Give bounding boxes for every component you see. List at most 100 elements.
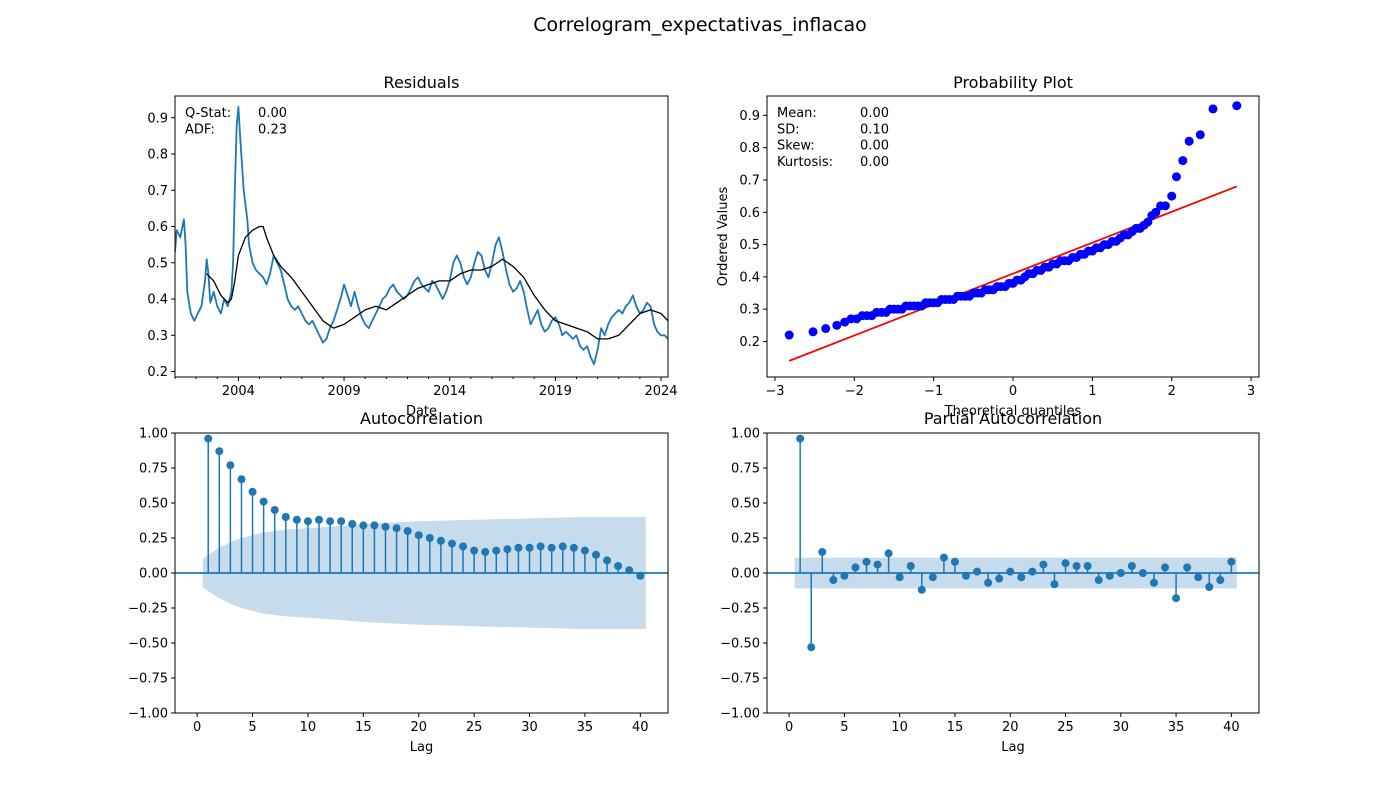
pacf-marker <box>995 574 1004 583</box>
acf-marker <box>492 546 501 555</box>
pacf-marker <box>1061 559 1070 568</box>
acf-marker <box>525 543 534 552</box>
pacf-marker <box>829 576 838 584</box>
residuals-stat-label: ADF: <box>185 122 215 137</box>
pacf-ytick-label: 0.75 <box>731 462 760 477</box>
probability_plot-xtick-label: 3 <box>1247 384 1255 399</box>
acf-marker <box>591 550 600 559</box>
residuals-series-line <box>175 106 668 366</box>
pacf-title: Partial Autocorrelation <box>924 409 1102 428</box>
acf-marker <box>536 542 545 551</box>
probability_plot-stat-label: SD: <box>777 122 800 137</box>
pacf-xtick-label: 25 <box>1057 720 1074 735</box>
pacf-marker <box>1105 571 1114 580</box>
acf-ytick-label: −0.75 <box>128 672 168 687</box>
acf-marker <box>359 521 368 530</box>
pacf-marker <box>950 557 959 566</box>
figure-title: Correlogram_expectativas_inflacao <box>533 14 866 36</box>
probability_plot-xtick-label: 1 <box>1088 384 1096 399</box>
pacf-ytick-label: 0.00 <box>731 567 760 582</box>
probability_plot-xtick-label: −3 <box>765 384 784 399</box>
pacf-marker <box>895 573 904 582</box>
pacf-ytick-label: −0.25 <box>720 602 760 617</box>
probability_plot-ytick-label: 0.6 <box>739 206 760 221</box>
pacf-xtick-label: 5 <box>840 720 848 735</box>
acf-xtick-label: 35 <box>577 720 594 735</box>
probability_plot-xtick-label: 2 <box>1168 384 1176 399</box>
pacf-marker <box>851 563 860 572</box>
acf-marker <box>447 539 456 548</box>
residuals-stat-label: Q-Stat: <box>185 106 231 121</box>
pacf-marker <box>1183 563 1192 572</box>
residuals-ytick-label: 0.8 <box>147 148 168 163</box>
acf-marker <box>259 497 268 506</box>
pacf-panel: 0 5 10 15 20 25 30 35 40 −1.00 −0.75 −0.50 −0.25 0.00… <box>720 409 1260 755</box>
acf-marker <box>270 506 279 514</box>
pacf-marker <box>984 578 993 587</box>
residuals-xtick-label: 2019 <box>539 384 572 399</box>
pacf-marker <box>840 571 849 580</box>
pacf-xtick-label: 20 <box>1002 720 1019 735</box>
pacf-marker <box>818 548 827 556</box>
residuals-ytick-label: 0.7 <box>147 184 168 199</box>
acf-marker <box>625 566 634 575</box>
residuals-xlabel: Date <box>406 404 437 419</box>
qq-point <box>1151 207 1161 217</box>
acf-marker <box>514 543 523 552</box>
probability_plot-ytick-label: 0.5 <box>739 238 760 253</box>
acf-marker <box>292 515 301 524</box>
acf-marker <box>303 517 312 526</box>
acf-marker <box>381 522 390 531</box>
acf-marker <box>503 545 512 554</box>
pacf-marker <box>1161 563 1170 572</box>
acf-marker <box>436 536 445 545</box>
acf-marker <box>580 546 589 555</box>
pacf-marker <box>807 643 816 652</box>
residuals-ytick-label: 0.3 <box>147 329 168 344</box>
pacf-marker <box>939 553 948 562</box>
qq-point <box>821 324 831 334</box>
acf-marker <box>204 434 213 443</box>
acf-marker <box>348 520 357 528</box>
acf-marker <box>547 543 556 552</box>
acf-title: Autocorrelation <box>360 409 483 428</box>
pacf-marker <box>796 434 805 443</box>
acf-marker <box>569 543 578 552</box>
probability_plot-ytick-label: 0.7 <box>739 173 760 188</box>
pacf-ytick-label: −0.50 <box>720 637 760 652</box>
probability_plot-stat-value: 0.10 <box>860 122 889 137</box>
pacf-marker <box>1094 576 1103 584</box>
acf-xtick-label: 10 <box>300 720 317 735</box>
pacf-marker <box>1050 580 1059 589</box>
pacf-marker <box>1028 567 1037 576</box>
probability_plot-stat-label: Kurtosis: <box>777 155 833 170</box>
acf-marker <box>226 461 235 470</box>
probability_plot-ytick-label: 0.4 <box>739 270 760 285</box>
qq-point <box>1184 136 1194 146</box>
pacf-marker <box>1216 576 1225 584</box>
pacf-xtick-label: 35 <box>1168 720 1185 735</box>
residuals-panel: 2004 2009 2014 2019 2024 0.2 0.3 0.4 0.5 0.6 0.7 0.… <box>147 73 677 419</box>
probability_plot-stat-value: 0.00 <box>860 139 889 154</box>
residuals-frame <box>174 95 669 378</box>
residuals-ytick-label: 0.2 <box>147 365 168 380</box>
acf-marker <box>603 556 612 565</box>
residuals-ytick-label: 0.4 <box>147 293 168 308</box>
acf-ytick-label: 0.75 <box>139 462 168 477</box>
pacf-marker <box>906 562 915 570</box>
acf-xtick-label: 25 <box>466 720 483 735</box>
qq-fit-line <box>788 185 1238 362</box>
qq-point <box>1160 201 1170 211</box>
pacf-marker <box>1017 573 1026 582</box>
pacf-marker <box>1227 557 1236 566</box>
acf-xtick-label: 20 <box>410 720 427 735</box>
pacf-marker <box>928 573 937 582</box>
pacf-xtick-label: 10 <box>891 720 908 735</box>
pacf-xtick-label: 30 <box>1113 720 1130 735</box>
acf-marker <box>614 562 623 570</box>
residuals-stat-value: 0.23 <box>258 122 287 137</box>
pacf-marker <box>1072 562 1081 570</box>
acf-marker <box>425 534 434 542</box>
probability_plot-ylabel: Ordered Values <box>716 187 731 287</box>
acf-marker <box>459 542 468 551</box>
